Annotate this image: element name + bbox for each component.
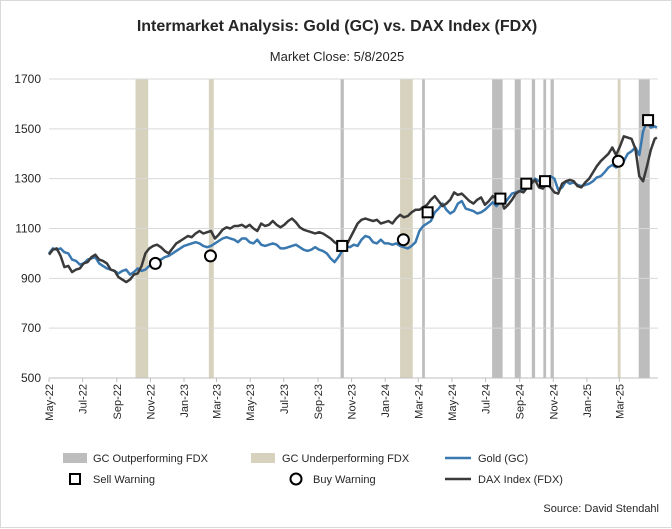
legend-label-sell: Sell Warning — [93, 474, 155, 486]
x-tick-label: Nov-23 — [347, 384, 359, 419]
x-tick-label: Jan-25 — [582, 384, 594, 418]
x-tick-label: May-24 — [447, 384, 459, 421]
sell-warning-marker — [336, 239, 349, 252]
sell-warning-marker — [539, 175, 552, 188]
legend-swatch-outperforming — [63, 453, 87, 463]
y-tick-label: 1500 — [14, 122, 41, 136]
x-tick-label: Sep-22 — [112, 384, 124, 419]
y-tick-label: 900 — [21, 271, 41, 285]
chart-source: Source: David Stendahl — [543, 503, 659, 515]
x-tick-label: May-23 — [245, 384, 257, 421]
buy-warning-marker — [396, 233, 410, 247]
legend-swatch-underperforming — [251, 453, 275, 463]
sell-warning-marker — [642, 114, 655, 127]
sell-warning-marker — [520, 177, 533, 190]
buy-warning-marker — [148, 256, 162, 270]
dax-series-line — [48, 135, 658, 284]
legend-swatch-buy — [289, 472, 303, 486]
x-tick-label: Mar-23 — [212, 384, 224, 419]
y-tick-label: 500 — [21, 371, 41, 385]
x-tick-label: Jul-24 — [480, 384, 492, 414]
buy-warning-marker — [611, 154, 625, 168]
x-tick-label: Nov-24 — [548, 384, 560, 419]
buy-warning-marker — [203, 249, 217, 263]
legend-label-gold: Gold (GC) — [478, 453, 528, 465]
legend-swatch-sell — [69, 473, 81, 485]
legend-label-buy: Buy Warning — [313, 474, 376, 486]
x-tick-label: Nov-22 — [145, 384, 157, 419]
x-tick-label: Jul-23 — [279, 384, 291, 414]
x-tick-label: Jan-24 — [380, 384, 392, 418]
x-tick-label: Mar-25 — [614, 384, 626, 419]
x-tick-label: Jul-22 — [78, 384, 90, 414]
chart-title: Intermarket Analysis: Gold (GC) vs. DAX … — [136, 18, 538, 35]
y-tick-label: 1700 — [14, 72, 41, 86]
x-tick-label: Jan-23 — [179, 384, 191, 418]
x-tick-label: Sep-24 — [515, 384, 527, 419]
sell-warning-marker — [494, 192, 507, 205]
y-tick-label: 1100 — [15, 222, 41, 236]
legend-label-outperforming: GC Outperforming FDX — [93, 453, 209, 465]
sell-warning-marker — [421, 206, 434, 219]
y-tick-label: 1300 — [14, 172, 41, 186]
x-tick-label: May-22 — [44, 384, 56, 421]
x-tick-label: Sep-23 — [313, 384, 325, 419]
y-tick-label: 700 — [21, 321, 41, 335]
legend-label-underperforming: GC Underperforming FDX — [282, 453, 410, 465]
legend-label-dax: DAX Index (FDX) — [478, 474, 563, 486]
chart-subtitle: Market Close: 5/8/2025 — [269, 49, 405, 64]
x-tick-label: Mar-24 — [413, 384, 425, 419]
